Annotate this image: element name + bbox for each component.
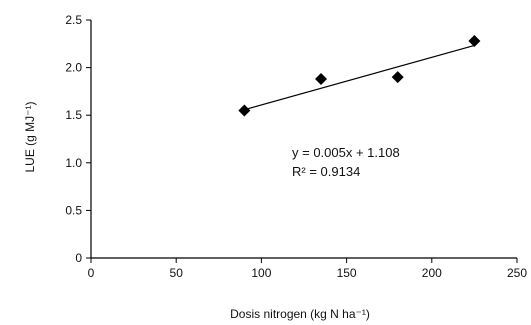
x-tick-label: 200	[422, 266, 442, 280]
x-tick-label: 150	[337, 266, 357, 280]
equation-annotation: y = 0.005x + 1.108	[292, 145, 400, 160]
x-tick-label: 50	[170, 266, 184, 280]
x-tick-label: 0	[88, 266, 95, 280]
trendline	[244, 44, 475, 111]
y-tick-label: 1.5	[65, 108, 82, 122]
y-tick-label: 0	[75, 251, 82, 265]
y-tick-label: 2.5	[65, 13, 82, 27]
axes	[90, 20, 517, 259]
data-point	[391, 71, 404, 84]
x-ticks: 0 50 100 150 200 250	[88, 258, 527, 280]
data-point	[468, 34, 481, 47]
y-axis-title: LUE (g MJ⁻¹)	[23, 101, 37, 172]
y-tick-label: 0.5	[65, 203, 82, 217]
x-tick-label: 100	[251, 266, 271, 280]
trendline-group	[244, 44, 475, 111]
x-tick-label: 250	[507, 266, 527, 280]
y-tick-label: 1.0	[65, 156, 82, 170]
y-tick-label: 2.0	[65, 61, 82, 75]
y-ticks: 0 0.5 1.0 1.5 2.0 2.5	[65, 13, 91, 265]
data-point	[315, 73, 328, 86]
r-squared-annotation: R² = 0.9134	[292, 164, 360, 179]
x-axis-title: Dosis nitrogen (kg N ha⁻¹)	[230, 307, 370, 321]
data-point	[238, 104, 251, 117]
data-points	[238, 34, 481, 117]
